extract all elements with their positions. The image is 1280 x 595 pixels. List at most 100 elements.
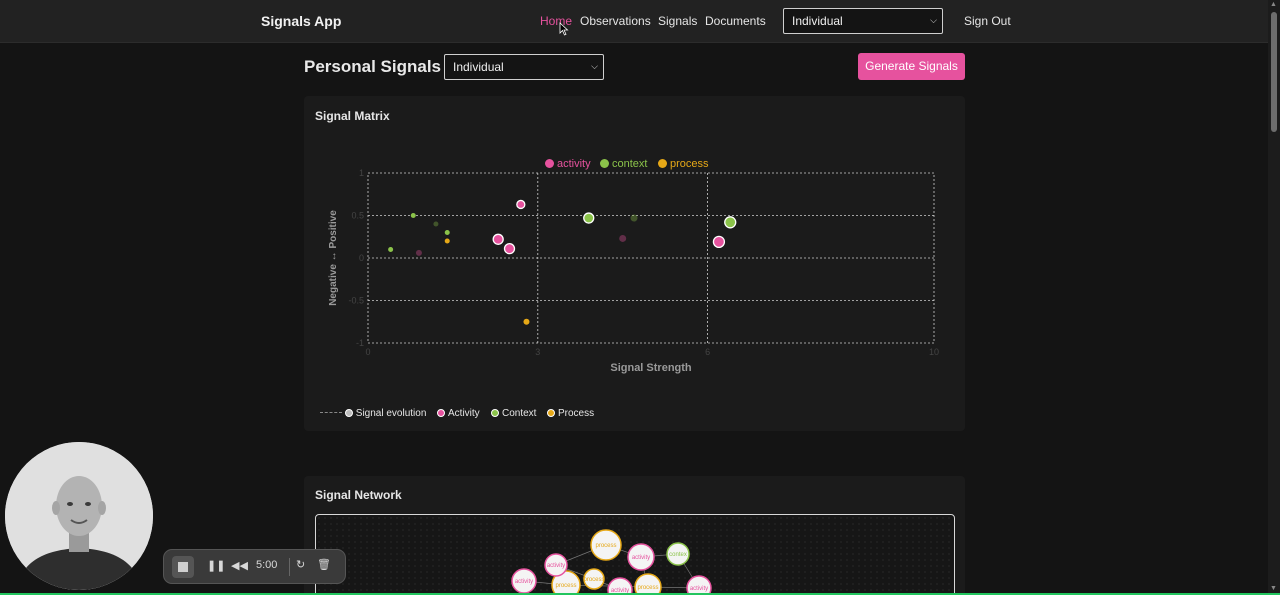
- signal-matrix-title: Signal Matrix: [315, 109, 390, 123]
- y-tick-label: -0.5: [348, 296, 364, 306]
- legend-evolution-label: Signal evolution: [355, 408, 427, 419]
- x-tick-label: 6: [705, 347, 710, 357]
- data-point-context: [724, 216, 737, 229]
- recording-controls: ❚❚ ◀◀ 5:00 ↻ 🗑: [163, 549, 346, 584]
- network-node-label: activity: [690, 586, 708, 592]
- nav-scope-select[interactable]: Individual ⌵: [783, 8, 943, 34]
- data-point-context: [444, 230, 450, 235]
- signal-network-graph[interactable]: process activity contex activity process acti…: [315, 514, 955, 595]
- sign-out-link[interactable]: Sign Out: [964, 14, 1011, 28]
- data-point-context: [410, 213, 416, 218]
- network-node[interactable]: [686, 575, 712, 595]
- scroll-thumb[interactable]: [1271, 12, 1277, 132]
- legend-signal-evolution: Signal evolution: [320, 408, 426, 419]
- data-point-activity: [712, 235, 726, 248]
- page-scrollbar[interactable]: ▲ ▼: [1268, 0, 1280, 595]
- legend-bottom-process-label: Process: [558, 408, 595, 419]
- data-point-context: [433, 221, 439, 227]
- legend-item-context[interactable]: context: [600, 158, 647, 170]
- network-node-label: activity: [632, 555, 650, 561]
- network-node[interactable]: [666, 542, 690, 566]
- legend-activity-label: activity: [557, 158, 591, 170]
- network-node-label: process: [637, 585, 658, 591]
- network-node-label: process: [595, 543, 616, 549]
- legend-bottom-activity: Activity: [437, 408, 480, 419]
- data-point-activity: [415, 249, 422, 256]
- legend-process-label: process: [670, 158, 709, 170]
- presenter-avatar: [5, 442, 153, 590]
- dashed-line-icon: [320, 412, 342, 413]
- personal-scope-select-value: Individual: [453, 60, 504, 74]
- network-node[interactable]: [627, 543, 655, 571]
- chevron-down-icon: ⌵: [591, 61, 598, 71]
- context-dot-icon: [491, 409, 499, 417]
- data-point-context: [388, 247, 394, 252]
- nav-scope-select-value: Individual: [792, 14, 843, 28]
- network-node-label: process: [583, 577, 604, 583]
- data-point-activity: [516, 199, 526, 210]
- legend-bottom-context-label: Context: [502, 408, 537, 419]
- recorder-divider: [289, 558, 290, 576]
- top-navbar: Signals App Home Observations Signals Do…: [0, 0, 1268, 43]
- webcam-overlay: [5, 442, 153, 590]
- network-node[interactable]: [590, 529, 622, 561]
- legend-bottom-process: Process: [547, 408, 594, 419]
- network-node[interactable]: [544, 553, 568, 577]
- nav-observations-link[interactable]: Observations: [580, 14, 651, 28]
- restart-icon[interactable]: ↻: [296, 559, 306, 571]
- network-svg[interactable]: process activity contex activity process acti…: [316, 515, 955, 595]
- activity-dot-icon: [437, 409, 445, 417]
- y-tick-label: 0: [359, 253, 364, 263]
- stop-button[interactable]: [172, 556, 194, 578]
- nav-signals-link[interactable]: Signals: [658, 14, 698, 28]
- cursor-icon: [559, 22, 569, 36]
- network-node-label: process: [555, 583, 576, 589]
- data-point-context: [630, 214, 638, 222]
- process-dot-icon: [658, 159, 667, 168]
- y-axis-label: Negative ↔ Positive: [328, 210, 339, 306]
- data-point-activity: [619, 234, 627, 242]
- page-title: Personal Signals: [304, 57, 441, 76]
- legend-item-activity[interactable]: activity: [545, 158, 591, 170]
- y-tick-label: -1: [356, 338, 364, 348]
- scroll-up-icon[interactable]: ▲: [1270, 1, 1277, 8]
- x-tick-label: 10: [929, 347, 939, 357]
- generate-signals-button[interactable]: Generate Signals: [858, 53, 965, 80]
- stop-icon: [178, 562, 188, 572]
- nav-home-link[interactable]: Home: [540, 14, 573, 28]
- network-node[interactable]: [634, 573, 662, 595]
- data-point-process: [444, 238, 450, 244]
- network-node-label: contex: [669, 552, 687, 558]
- y-tick-label: 0.5: [351, 211, 364, 221]
- x-tick-label: 3: [535, 347, 540, 357]
- chevron-down-icon: ⌵: [930, 15, 937, 25]
- nav-documents-link[interactable]: Documents: [705, 14, 766, 28]
- evolution-dot-icon: [344, 409, 353, 417]
- data-point-activity: [503, 243, 516, 255]
- legend-item-process[interactable]: process: [658, 158, 709, 170]
- signal-matrix-card: Signal Matrix: [304, 96, 965, 431]
- activity-dot-icon: [545, 159, 554, 168]
- timer-display: 5:00: [256, 559, 278, 571]
- personal-scope-select[interactable]: Individual ⌵: [444, 54, 604, 80]
- x-axis-label: Signal Strength: [610, 362, 692, 374]
- legend-bottom-activity-label: Activity: [448, 408, 480, 419]
- data-point-context: [583, 212, 595, 224]
- screen-bottom-border: [0, 593, 1280, 595]
- data-point-activity: [492, 233, 504, 245]
- signal-network-title: Signal Network: [315, 488, 402, 502]
- network-node-label: activity: [547, 563, 565, 569]
- signal-matrix-chart[interactable]: 0 3 6 10 1 0.5 0 -0.5 -1 Signal Strength Negative …: [320, 160, 950, 380]
- network-node-label: activity: [515, 579, 533, 585]
- data-point-process: [523, 318, 530, 325]
- network-node[interactable]: [607, 577, 633, 595]
- scroll-down-icon[interactable]: ▼: [1270, 585, 1277, 592]
- y-tick-label: 1: [359, 168, 364, 178]
- rewind-button[interactable]: ◀◀: [231, 560, 248, 572]
- process-dot-icon: [547, 409, 555, 417]
- network-node-label: activity: [611, 588, 629, 594]
- network-node[interactable]: [583, 568, 605, 590]
- pause-button[interactable]: ❚❚: [207, 560, 226, 572]
- trash-icon[interactable]: 🗑: [317, 559, 331, 571]
- app-brand[interactable]: Signals App: [261, 13, 342, 29]
